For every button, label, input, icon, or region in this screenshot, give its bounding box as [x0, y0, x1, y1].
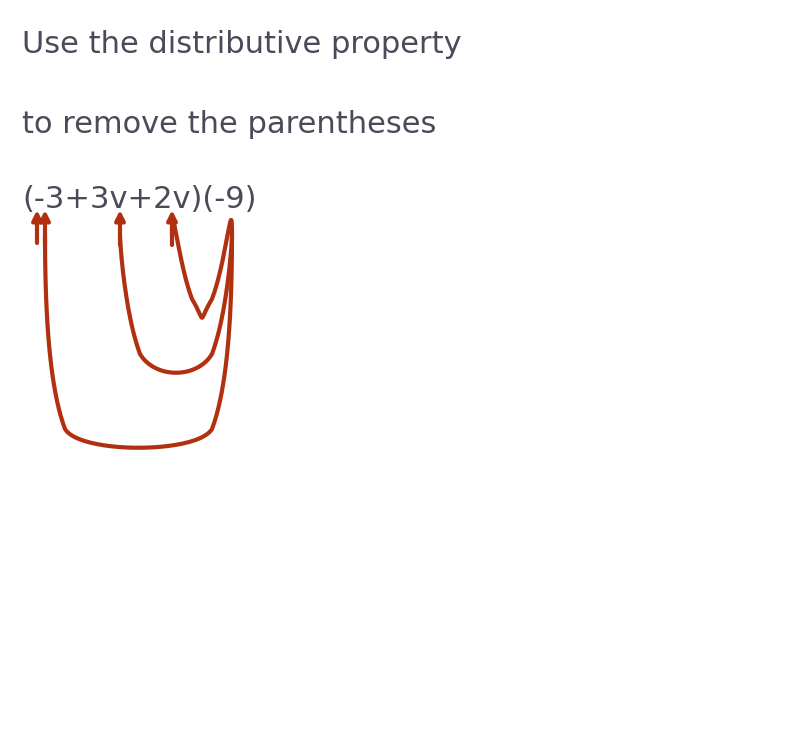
Text: to remove the parentheses: to remove the parentheses — [22, 110, 436, 139]
Text: (-3+3v+2v)(-9): (-3+3v+2v)(-9) — [22, 185, 257, 214]
Text: Use the distributive property: Use the distributive property — [22, 30, 462, 59]
